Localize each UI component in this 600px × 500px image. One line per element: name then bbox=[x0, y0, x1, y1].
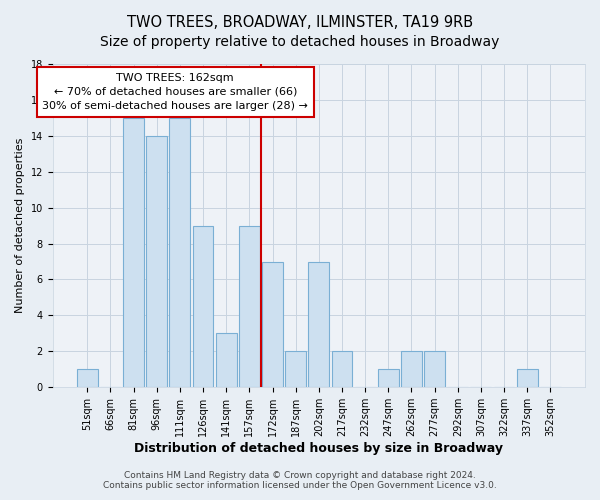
Bar bbox=[123, 118, 144, 387]
Bar bbox=[285, 352, 306, 387]
Bar bbox=[332, 352, 352, 387]
Bar bbox=[169, 118, 190, 387]
Text: Size of property relative to detached houses in Broadway: Size of property relative to detached ho… bbox=[100, 35, 500, 49]
Bar bbox=[216, 334, 236, 387]
Bar bbox=[77, 370, 98, 387]
Bar bbox=[193, 226, 214, 387]
Text: TWO TREES: 162sqm
← 70% of detached houses are smaller (66)
30% of semi-detached: TWO TREES: 162sqm ← 70% of detached hous… bbox=[43, 73, 308, 111]
Text: Contains HM Land Registry data © Crown copyright and database right 2024.
Contai: Contains HM Land Registry data © Crown c… bbox=[103, 470, 497, 490]
Bar bbox=[262, 262, 283, 387]
X-axis label: Distribution of detached houses by size in Broadway: Distribution of detached houses by size … bbox=[134, 442, 503, 455]
Bar bbox=[146, 136, 167, 387]
Bar bbox=[517, 370, 538, 387]
Bar bbox=[308, 262, 329, 387]
Text: TWO TREES, BROADWAY, ILMINSTER, TA19 9RB: TWO TREES, BROADWAY, ILMINSTER, TA19 9RB bbox=[127, 15, 473, 30]
Bar bbox=[401, 352, 422, 387]
Bar bbox=[378, 370, 399, 387]
Bar bbox=[424, 352, 445, 387]
Y-axis label: Number of detached properties: Number of detached properties bbox=[15, 138, 25, 314]
Bar bbox=[239, 226, 260, 387]
